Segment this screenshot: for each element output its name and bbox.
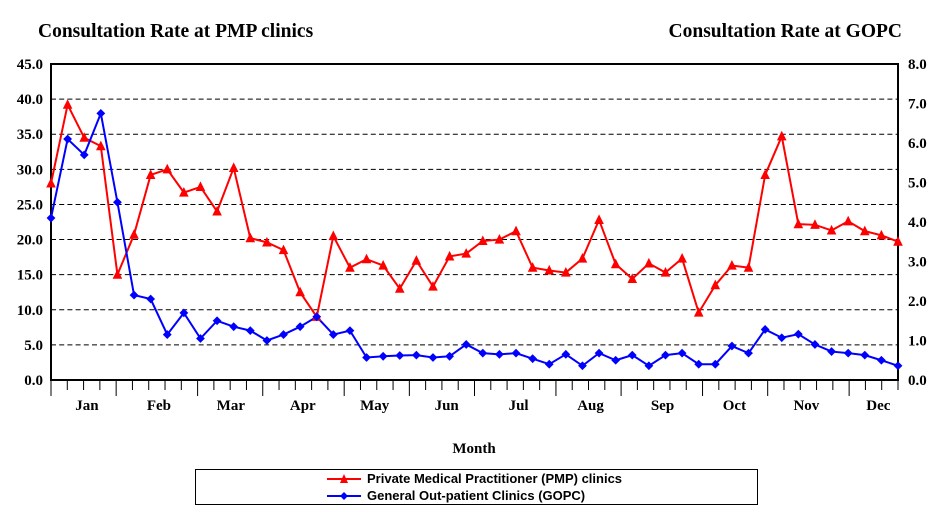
svg-text:5.0: 5.0 xyxy=(908,176,927,192)
svg-text:Jan: Jan xyxy=(75,398,99,414)
svg-text:5.0: 5.0 xyxy=(24,338,43,354)
svg-text:Feb: Feb xyxy=(147,398,171,414)
svg-text:3.0: 3.0 xyxy=(908,255,927,271)
svg-text:25.0: 25.0 xyxy=(17,197,43,213)
svg-text:0.0: 0.0 xyxy=(24,373,43,389)
svg-text:15.0: 15.0 xyxy=(17,268,43,284)
svg-text:20.0: 20.0 xyxy=(17,233,43,249)
svg-text:35.0: 35.0 xyxy=(17,127,43,143)
svg-text:2.0: 2.0 xyxy=(908,294,927,310)
svg-text:Aug: Aug xyxy=(577,398,604,414)
svg-text:Dec: Dec xyxy=(866,398,890,414)
svg-text:1.0: 1.0 xyxy=(908,334,927,350)
svg-text:Jul: Jul xyxy=(509,398,529,414)
svg-text:May: May xyxy=(360,398,390,414)
svg-text:4.0: 4.0 xyxy=(908,215,927,231)
svg-text:10.0: 10.0 xyxy=(17,303,43,319)
svg-text:0.0: 0.0 xyxy=(908,373,927,389)
svg-text:Nov: Nov xyxy=(793,398,819,414)
svg-text:8.0: 8.0 xyxy=(908,57,927,73)
svg-text:Oct: Oct xyxy=(723,398,746,414)
svg-text:40.0: 40.0 xyxy=(17,92,43,108)
svg-text:45.0: 45.0 xyxy=(17,57,43,73)
svg-text:Mar: Mar xyxy=(217,398,246,414)
svg-text:7.0: 7.0 xyxy=(908,97,927,113)
svg-text:Jun: Jun xyxy=(435,398,460,414)
svg-text:Apr: Apr xyxy=(290,398,316,414)
svg-text:Sep: Sep xyxy=(651,398,674,414)
svg-text:6.0: 6.0 xyxy=(908,136,927,152)
svg-text:30.0: 30.0 xyxy=(17,162,43,178)
